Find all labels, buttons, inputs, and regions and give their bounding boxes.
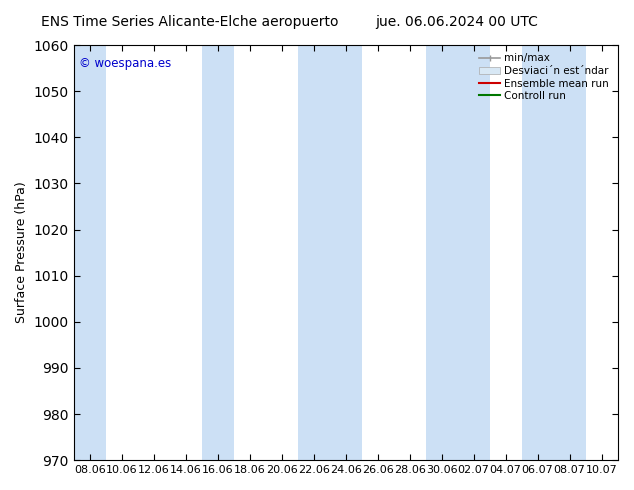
Bar [202, 45, 234, 460]
Text: © woespana.es: © woespana.es [79, 57, 171, 71]
Legend: min/max, Desviaci´n est´ndar, Ensemble mean run, Controll run: min/max, Desviaci´n est´ndar, Ensemble m… [476, 50, 612, 104]
Y-axis label: Surface Pressure (hPa): Surface Pressure (hPa) [15, 182, 28, 323]
Bar [522, 45, 586, 460]
Bar [297, 45, 361, 460]
Bar [74, 45, 106, 460]
Text: ENS Time Series Alicante-Elche aeropuerto: ENS Time Series Alicante-Elche aeropuert… [41, 15, 339, 29]
Bar [425, 45, 489, 460]
Text: jue. 06.06.2024 00 UTC: jue. 06.06.2024 00 UTC [375, 15, 538, 29]
